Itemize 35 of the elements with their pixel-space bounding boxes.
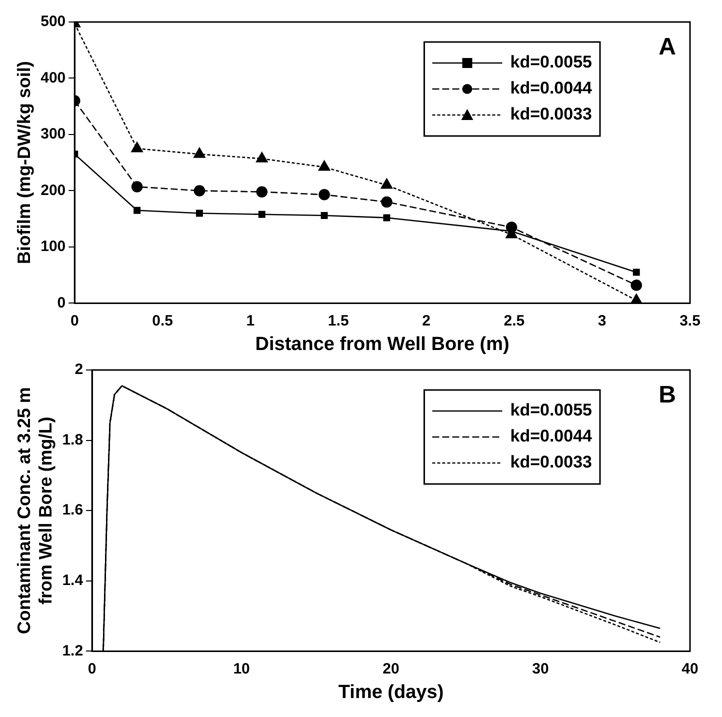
y-axis-title: Contaminant Conc. at 3.25 m from Well Bore (mg/L) <box>14 387 56 634</box>
y-tick-label: 2 <box>74 361 84 378</box>
legend-label: kd=0.0044 <box>510 426 593 446</box>
y-tick-label: 500 <box>40 13 66 30</box>
y-axis-title: Biofilm (mg-DW/kg soil) <box>14 61 34 264</box>
y-tick-label: 1.2 <box>62 642 84 660</box>
x-tick-label: 3 <box>598 312 606 330</box>
x-tick-label: 2.5 <box>504 312 525 330</box>
y-tick-label: 200 <box>40 182 66 199</box>
x-axis-title: Time (days) <box>338 682 444 703</box>
y-tick-label: 100 <box>40 238 66 256</box>
x-tick-label: 0.5 <box>152 312 173 330</box>
legend-label: kd=0.0055 <box>510 52 592 72</box>
x-tick-label: 0 <box>88 660 96 678</box>
x-tick-label: 3.5 <box>680 312 700 330</box>
y-tick-label: 1.4 <box>62 572 84 590</box>
x-tick-label: 1 <box>246 312 255 330</box>
x-tick-label: 1.5 <box>328 312 349 330</box>
y-tick-label: 400 <box>40 69 66 86</box>
legend-label: kd=0.0044 <box>510 78 593 98</box>
y-tick-label: 0 <box>57 294 66 312</box>
annotation: A <box>658 34 676 61</box>
x-tick-label: 10 <box>233 660 250 678</box>
y-tick-label: 1.8 <box>62 431 84 448</box>
x-axis-title: Distance from Well Bore (m) <box>255 334 510 355</box>
x-tick-label: 2 <box>422 312 430 330</box>
y-tick-label: 1.6 <box>62 502 84 519</box>
x-tick-label: 20 <box>382 660 400 678</box>
legend-label: kd=0.0033 <box>510 104 592 124</box>
legend-label: kd=0.0033 <box>510 452 592 472</box>
legend-label: kd=0.0055 <box>510 400 592 420</box>
x-tick-label: 40 <box>682 660 698 678</box>
annotation: B <box>658 382 676 409</box>
y-tick-label: 300 <box>40 126 66 143</box>
x-tick-label: 30 <box>532 660 549 678</box>
